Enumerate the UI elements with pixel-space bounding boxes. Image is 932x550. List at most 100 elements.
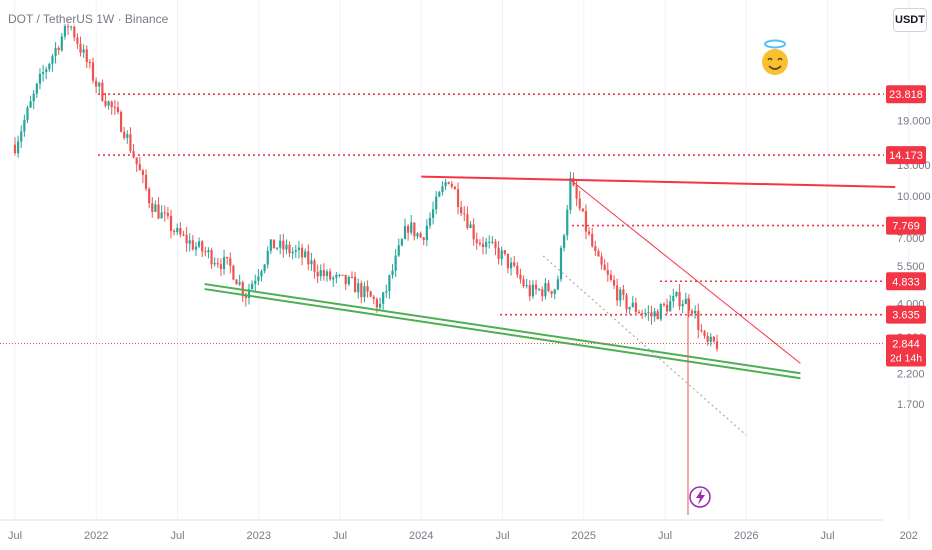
candle (185, 226, 188, 253)
candle (550, 290, 553, 298)
candle (488, 235, 491, 249)
candle (353, 271, 357, 293)
candle (450, 180, 453, 189)
candle (350, 271, 354, 279)
candle (163, 205, 166, 222)
candle (344, 274, 347, 290)
candle (594, 240, 597, 256)
time-tick-label: 202 (900, 530, 918, 542)
candle (329, 268, 332, 281)
candle (407, 223, 410, 241)
candle (469, 220, 472, 229)
price-tick-label: 19.000 (897, 116, 931, 128)
candle (684, 292, 687, 305)
candle (157, 197, 160, 220)
candle (709, 333, 712, 347)
candle (182, 230, 185, 237)
candle (151, 197, 154, 218)
candle (138, 156, 141, 171)
candle (372, 294, 375, 304)
candle (70, 25, 73, 31)
candle (107, 100, 110, 110)
time-tick-label: Jul (8, 530, 22, 542)
support-line-upper[interactable] (204, 283, 801, 375)
descending-trend-line[interactable] (569, 179, 801, 364)
candle (400, 237, 403, 247)
candle (26, 105, 29, 124)
support-line-lower[interactable] (204, 288, 801, 380)
candle (553, 288, 556, 300)
price-axis[interactable]: 19.00013.00010.0007.0005.5004.0003.0002.… (886, 85, 931, 411)
resistance-line[interactable] (421, 175, 896, 188)
candle (584, 204, 588, 240)
candle (541, 286, 544, 302)
candle (141, 168, 145, 184)
candle (569, 171, 572, 214)
candle (60, 33, 63, 52)
candle (656, 308, 659, 320)
candle (544, 278, 547, 300)
candle (173, 229, 176, 236)
candle (631, 296, 634, 308)
candle (20, 125, 23, 148)
level-label: 14.173 (886, 146, 926, 165)
candle (566, 204, 569, 241)
candle (628, 306, 631, 315)
candle (538, 287, 541, 292)
candle (506, 253, 510, 274)
candle (606, 262, 609, 282)
candle (500, 246, 503, 266)
candle (378, 297, 382, 310)
candle (369, 290, 372, 298)
candle (681, 299, 684, 314)
candle (257, 269, 260, 286)
time-axis[interactable]: Jul 2022 Jul 2023 Jul 2024 Jul 2025 Jul 2026 Jul 20… (0, 519, 918, 542)
candle (697, 303, 700, 339)
candle (269, 238, 272, 255)
price-tick-label: 10.000 (897, 191, 931, 203)
candle (104, 92, 107, 108)
current-price-label: 2.844 2d 14h (886, 334, 926, 367)
candle (522, 275, 525, 289)
candle (687, 294, 691, 318)
candle (419, 231, 422, 238)
candle (51, 53, 54, 72)
candle (669, 295, 672, 312)
time-tick-label: 2023 (247, 530, 271, 542)
candle (91, 57, 95, 84)
candle (300, 243, 304, 266)
time-tick-label: 2022 (84, 530, 108, 542)
candle (662, 302, 666, 308)
time-tick-label: 2025 (572, 530, 596, 542)
dotted-trend-line[interactable] (542, 255, 747, 436)
candle (619, 287, 622, 307)
candle (456, 182, 460, 215)
event-marker[interactable] (689, 486, 711, 508)
candle (425, 219, 428, 247)
candle (360, 280, 363, 304)
time-tick-label: Jul (495, 530, 509, 542)
candle (169, 209, 173, 239)
candle (119, 109, 123, 133)
candle (575, 179, 578, 207)
candle (238, 274, 241, 287)
candle (79, 36, 82, 57)
candle (48, 62, 51, 72)
candle (226, 256, 229, 265)
candle (307, 244, 310, 271)
candle (441, 181, 444, 196)
trendlines[interactable] (204, 175, 896, 515)
candle (272, 239, 276, 249)
price-tick-label: 1.700 (897, 399, 925, 411)
candle (659, 303, 662, 322)
candle (335, 272, 338, 284)
level-label: 7.769 (886, 216, 926, 235)
currency-button[interactable]: USDT (893, 8, 927, 32)
time-tick-label: 2024 (409, 530, 433, 542)
candle (382, 291, 385, 310)
candle (394, 249, 397, 277)
candle (179, 222, 182, 238)
time-tick-label: Jul (658, 530, 672, 542)
candle (166, 206, 169, 220)
